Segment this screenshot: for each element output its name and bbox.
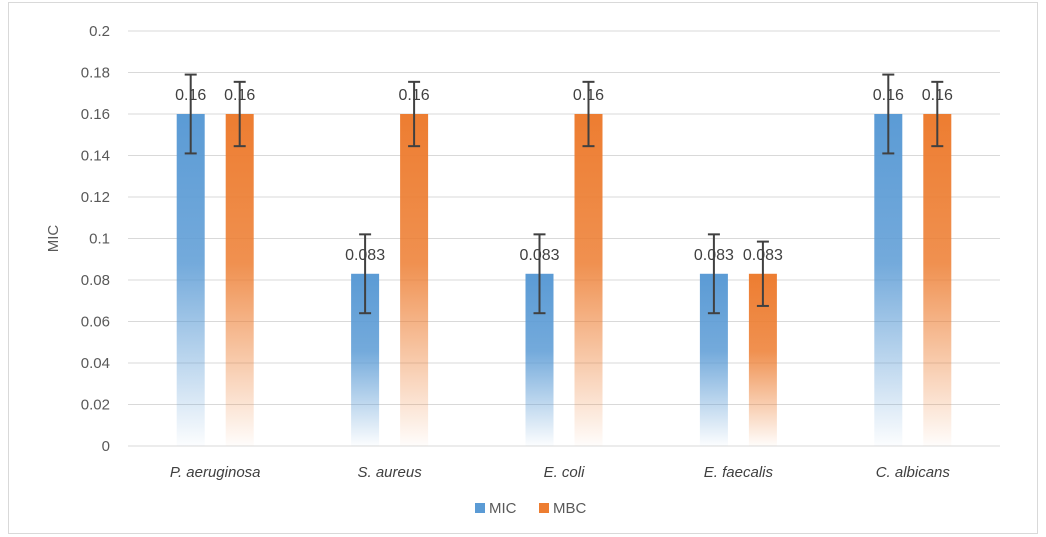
y-tick-label: 0.16: [81, 106, 110, 123]
legend-swatch-mbc: [539, 503, 549, 513]
bar-mic: [874, 114, 903, 446]
error-bar-mbc: [408, 80, 421, 148]
x-axis-categories: P. aeruginosa S. aureus E. coli E. faecalis…: [170, 464, 951, 481]
error-bar-mic: [707, 233, 720, 315]
bar-mbc: [574, 114, 603, 446]
error-bar-mbc: [756, 240, 769, 307]
bars: [176, 114, 952, 446]
data-labels: 0.16 0.16 0.083 0.16 0.083 0.16 0.083 0.083 0.16…: [175, 87, 953, 264]
y-tick-label: 0.14: [81, 148, 110, 165]
error-bar-mbc: [582, 80, 595, 148]
error-bar-mbc: [931, 80, 944, 148]
y-tick-label: 0.06: [81, 314, 110, 331]
data-label-mbc: 0.16: [399, 87, 430, 104]
data-label-mbc: 0.16: [224, 87, 255, 104]
y-tick-label: 0.02: [81, 397, 110, 414]
y-axis-ticks: 0 0.02 0.04 0.06 0.08 0.1 0.12 0.14 0.16 0.18 0.2: [81, 23, 110, 455]
y-tick-label: 0.12: [81, 189, 110, 206]
y-tick-label: 0.04: [81, 355, 110, 372]
data-label-mic: 0.083: [345, 247, 385, 264]
error-bar-mbc: [233, 80, 246, 148]
x-category-label: C. albicans: [876, 464, 951, 481]
y-axis-title: MIC: [45, 225, 62, 253]
y-tick-label: 0.18: [81, 65, 110, 82]
data-label-mbc: 0.083: [743, 247, 783, 264]
error-bar-mic: [533, 233, 546, 315]
x-category-label: E. coli: [544, 464, 586, 481]
x-category-label: S. aureus: [357, 464, 422, 481]
data-label-mbc: 0.16: [922, 87, 953, 104]
error-bar-mic: [882, 73, 895, 155]
error-bar-mic: [184, 73, 197, 155]
data-label-mic: 0.083: [694, 247, 734, 264]
legend-label-mic: MIC: [489, 500, 517, 517]
y-tick-label: 0.08: [81, 272, 110, 289]
data-label-mic: 0.16: [175, 87, 206, 104]
data-label-mic: 0.16: [873, 87, 904, 104]
x-category-label: E. faecalis: [704, 464, 774, 481]
legend-swatch-mic: [475, 503, 485, 513]
y-tick-label: 0.1: [89, 231, 110, 248]
bar-mbc: [225, 114, 254, 446]
error-bar-mic: [359, 233, 372, 315]
bar-mic: [176, 114, 205, 446]
error-bars: [184, 73, 944, 315]
y-tick-label: 0.2: [89, 23, 110, 40]
x-category-label: P. aeruginosa: [170, 464, 261, 481]
data-label-mbc: 0.16: [573, 87, 604, 104]
legend-label-mbc: MBC: [553, 500, 587, 517]
bar-mbc: [400, 114, 429, 446]
y-tick-label: 0: [102, 438, 110, 455]
data-label-mic: 0.083: [519, 247, 559, 264]
bar-mbc: [923, 114, 952, 446]
legend: MIC MBC: [475, 500, 587, 517]
gridlines: [128, 30, 1000, 447]
